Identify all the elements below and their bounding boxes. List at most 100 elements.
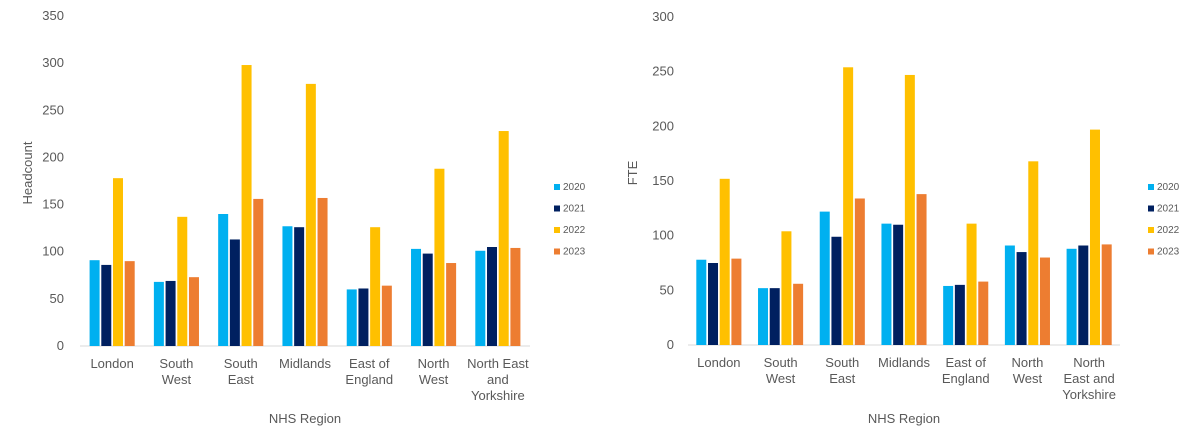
bar-2021-east-of-england — [954, 284, 965, 345]
y-axis-title: FTE — [625, 160, 640, 185]
y-tick-label: 300 — [42, 55, 64, 70]
bar-2023-north-west — [446, 263, 457, 346]
y-tick-label: 100 — [42, 244, 64, 259]
bar-2023-east-of-england — [978, 281, 989, 345]
bar-2021-east-of-england — [358, 288, 369, 346]
legend-swatch — [554, 205, 560, 212]
bar-2023-south-west — [793, 283, 804, 345]
x-category-label: East of England — [942, 355, 990, 386]
bar-2022-south-east — [843, 67, 854, 345]
bar-2020-south-east — [819, 211, 830, 345]
y-tick-label: 200 — [42, 149, 64, 164]
x-category-label: London — [90, 356, 133, 371]
legend-label: 2023 — [563, 247, 586, 258]
bar-2020-south-west — [758, 288, 769, 345]
legend-label: 2022 — [563, 225, 586, 236]
bar-2021-south-east — [831, 236, 842, 345]
legend-swatch — [1148, 184, 1154, 190]
bar-2022-midlands — [904, 74, 915, 346]
y-tick-label: 250 — [42, 102, 64, 117]
bar-2022-north-west — [434, 168, 445, 346]
bar-2020-east-of-england — [943, 285, 954, 345]
legend-label: 2020 — [563, 182, 586, 193]
bar-2022-south-east — [241, 65, 252, 347]
bar-2021-south-east — [229, 239, 240, 346]
bar-2021-midlands — [893, 224, 904, 345]
headcount-chart: 0 50 100 150 200 250 300 350 London South West Sout… — [20, 8, 586, 426]
x-category-label: North West — [418, 356, 450, 387]
bar-2020-north-west — [411, 248, 422, 346]
bar-2022-east-of-england — [370, 227, 381, 346]
bar-2021-north-west — [422, 253, 433, 346]
legend-swatch — [554, 227, 560, 233]
bar-2021-london — [101, 264, 112, 346]
bar-2021-north-west — [1016, 252, 1027, 345]
bar-2020-north-west — [1004, 245, 1015, 345]
bar-2020-midlands — [881, 223, 892, 345]
y-tick-label: 300 — [652, 9, 674, 24]
bar-2022-south-west — [781, 231, 792, 345]
bar-2021-north-east-and-yorkshire — [1078, 245, 1089, 345]
bar-2021-south-west — [165, 280, 176, 346]
bar-2020-midlands — [282, 226, 293, 346]
x-category-label: South East — [224, 356, 258, 387]
bar-2021-north-east-and-yorkshire — [487, 247, 498, 346]
x-category-label: Midlands — [878, 355, 931, 370]
x-category-label: South East — [825, 355, 859, 386]
x-category-label: London — [697, 355, 740, 370]
y-tick-label: 350 — [42, 8, 64, 23]
x-category-label: South West — [159, 356, 193, 387]
legend-swatch — [1148, 227, 1154, 233]
y-tick-label: 0 — [57, 338, 64, 353]
bar-2020-north-east-and-yorkshire — [1066, 248, 1077, 345]
bar-2022-london — [112, 178, 123, 346]
bar-2023-north-east-and-yorkshire — [510, 247, 521, 346]
bar-2022-east-of-england — [966, 223, 977, 345]
bar-2022-south-west — [177, 216, 188, 346]
y-tick-label: 250 — [652, 64, 674, 79]
legend-label: 2021 — [1157, 204, 1180, 215]
bar-2023-south-east — [854, 198, 865, 345]
bar-2023-south-east — [253, 198, 264, 346]
legend-swatch — [554, 184, 560, 190]
legend-label: 2022 — [1157, 225, 1180, 236]
bar-2021-london — [708, 263, 719, 345]
y-axis-title: Headcount — [20, 141, 35, 204]
bar-2022-midlands — [305, 83, 316, 346]
bar-2022-north-east-and-yorkshire — [498, 131, 509, 346]
bar-2020-london — [696, 259, 707, 345]
bar-2020-south-east — [218, 214, 229, 346]
x-category-label: North West — [1012, 355, 1044, 386]
bar-2023-midlands — [317, 197, 328, 346]
y-tick-label: 50 — [50, 291, 64, 306]
bar-2020-london — [89, 260, 100, 346]
legend-label: 2020 — [1157, 182, 1180, 193]
x-axis-title: NHS Region — [868, 411, 940, 426]
legend-label: 2023 — [1157, 247, 1180, 258]
y-tick-label: 200 — [652, 118, 674, 133]
bar-2022-north-east-and-yorkshire — [1089, 129, 1100, 345]
bar-2023-london — [124, 261, 135, 346]
bar-2020-north-east-and-yorkshire — [475, 250, 486, 346]
x-category-label: South West — [764, 355, 798, 386]
bar-2021-south-west — [769, 288, 780, 345]
x-category-label: East of England — [345, 356, 393, 387]
y-tick-label: 150 — [652, 173, 674, 188]
bar-2023-london — [731, 258, 742, 345]
bar-2020-south-west — [153, 281, 164, 346]
bar-2021-midlands — [294, 227, 305, 346]
legend-swatch — [554, 248, 560, 255]
bar-2020-east-of-england — [346, 289, 357, 346]
bar-2023-north-east-and-yorkshire — [1101, 244, 1112, 345]
x-category-label: North East and Yorkshire — [467, 356, 529, 403]
y-tick-label: 50 — [660, 282, 674, 297]
x-category-label: Midlands — [279, 356, 332, 371]
y-tick-label: 100 — [652, 228, 674, 243]
x-category-label: North East and Yorkshire — [1062, 355, 1116, 402]
y-tick-label: 0 — [667, 337, 674, 352]
bar-2023-midlands — [916, 194, 927, 345]
bar-2023-east-of-england — [381, 285, 392, 346]
legend-swatch — [1148, 205, 1154, 212]
bar-2022-london — [719, 178, 730, 345]
